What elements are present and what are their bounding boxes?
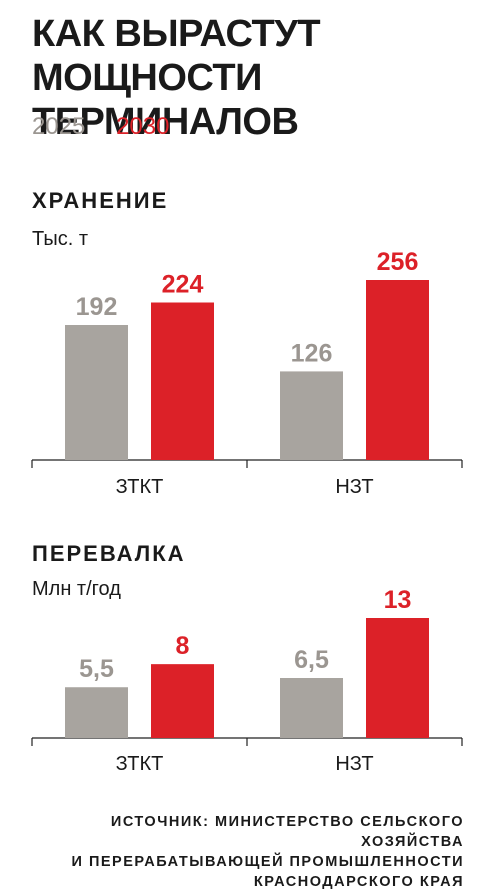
bar-2030-0 bbox=[151, 664, 214, 738]
legend: 2025 2030 bbox=[32, 112, 169, 142]
section-title-storage: ХРАНЕНИЕ bbox=[32, 188, 169, 213]
source-line-3: КРАСНОДАРСКОГО КРАЯ bbox=[253, 874, 464, 890]
data-label-2025-1: 126 bbox=[291, 339, 333, 367]
bar-2025-0 bbox=[65, 325, 128, 460]
bar-2030-1 bbox=[366, 618, 429, 738]
category-label-0: ЗТКТ bbox=[116, 753, 164, 775]
chart-title: КАК ВЫРАСТУТ МОЩНОСТИ ТЕРМИНАЛОВ bbox=[32, 12, 482, 144]
storage-chart: 192 224 ЗТКТ 126 256 НЗТ bbox=[31, 248, 463, 498]
legend-item-2030: 2030 bbox=[116, 113, 170, 140]
source-line-1: ИСТОЧНИК: МИНИСТЕРСТВО СЕЛЬСКОГО ХОЗЯЙСТ… bbox=[110, 814, 464, 850]
section-title-transshipment: ПЕРЕВАЛКА bbox=[32, 541, 186, 566]
category-label-0: ЗТКТ bbox=[116, 476, 164, 498]
category-label-1: НЗТ bbox=[335, 476, 373, 498]
data-label-2030-0: 224 bbox=[162, 271, 204, 299]
category-label-1: НЗТ bbox=[335, 753, 373, 775]
title-line-2: МОЩНОСТИ ТЕРМИНАЛОВ bbox=[32, 57, 299, 143]
data-label-2025-0: 192 bbox=[76, 293, 118, 321]
data-label-2025-1: 6,5 bbox=[294, 646, 329, 674]
transshipment-chart: 5,5 8 ЗТКТ 6,5 13 НЗТ bbox=[31, 586, 463, 775]
bar-2025-0 bbox=[65, 687, 128, 738]
data-label-2030-1: 13 bbox=[384, 586, 412, 614]
data-label-2030-0: 8 bbox=[176, 632, 190, 660]
unit-label-transshipment: Млн т/год bbox=[32, 578, 121, 600]
title-line-1: КАК ВЫРАСТУТ bbox=[32, 13, 321, 55]
bar-2025-1 bbox=[280, 371, 343, 460]
legend-item-2025: 2025 bbox=[32, 113, 86, 140]
bar-2030-1 bbox=[366, 280, 429, 460]
data-label-2025-0: 5,5 bbox=[79, 655, 114, 683]
source-line-2: И ПЕРЕРАБАТЫВАЮЩЕЙ ПРОМЫШЛЕННОСТИ bbox=[71, 854, 464, 870]
data-label-2030-1: 256 bbox=[377, 248, 419, 276]
bar-2025-1 bbox=[280, 678, 343, 738]
source-note: ИСТОЧНИК: МИНИСТЕРСТВО СЕЛЬСКОГО ХОЗЯЙСТ… bbox=[24, 812, 464, 892]
bar-2030-0 bbox=[151, 302, 214, 460]
unit-label-storage: Тыс. т bbox=[32, 228, 88, 250]
